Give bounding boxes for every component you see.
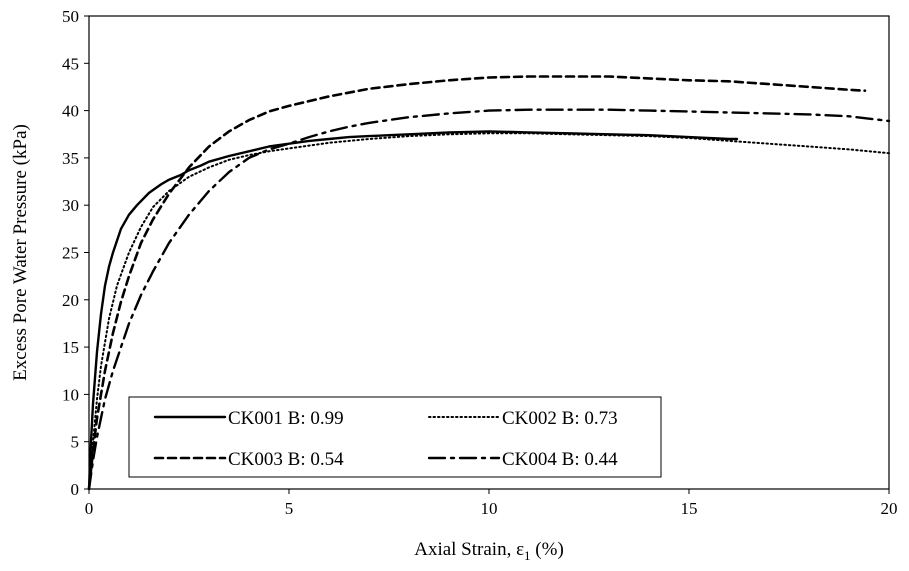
y-axis-title: Excess Pore Water Pressure (kPa) xyxy=(10,124,31,381)
y-tick-label: 30 xyxy=(62,196,79,215)
legend-label-4: CK004 B: 0.44 xyxy=(502,449,618,470)
x-tick-label: 20 xyxy=(881,499,898,518)
x-axis-title-main: Axial Strain, ε xyxy=(414,539,524,560)
x-tick-label: 15 xyxy=(681,499,698,518)
y-tick-label: 45 xyxy=(62,54,79,73)
series-layer xyxy=(87,75,891,491)
series-line-4 xyxy=(87,108,891,491)
tick-layer: 0 5 10 15 20 25 30 35 40 45 50 0 5 10 15 20 xyxy=(62,7,898,518)
x-axis-title: Axial Strain, ε1 (%) xyxy=(414,539,564,563)
y-tick-label: 0 xyxy=(71,480,80,499)
y-tick-label: 10 xyxy=(62,385,79,404)
legend-box xyxy=(128,396,662,478)
x-axis-title-subscript: 1 xyxy=(524,548,531,563)
y-tick-label: 20 xyxy=(62,291,79,310)
legend-items: CK001 B: 0.99 CK002 B: 0.73 CK003 B: 0.54 C… xyxy=(153,408,618,470)
series-line-3 xyxy=(87,75,867,491)
x-tick-label: 10 xyxy=(481,499,498,518)
x-axis-title-unit: (%) xyxy=(531,539,564,560)
y-tick-label: 35 xyxy=(62,149,79,168)
legend-label-3: CK003 B: 0.54 xyxy=(228,449,344,470)
series-line-2 xyxy=(88,132,890,490)
x-tick-label: 5 xyxy=(285,499,294,518)
y-tick-label: 40 xyxy=(62,102,79,121)
legend: CK001 B: 0.99 CK002 B: 0.73 CK003 B: 0.54 C… xyxy=(128,396,662,478)
y-tick-label: 15 xyxy=(62,338,79,357)
y-tick-label: 25 xyxy=(62,244,79,263)
y-tick-label: 5 xyxy=(71,433,80,452)
legend-label-1: CK001 B: 0.99 xyxy=(228,408,344,429)
legend-label-2: CK002 B: 0.73 xyxy=(502,408,618,429)
x-tick-label: 0 xyxy=(85,499,94,518)
y-tick-label: 50 xyxy=(62,7,79,26)
